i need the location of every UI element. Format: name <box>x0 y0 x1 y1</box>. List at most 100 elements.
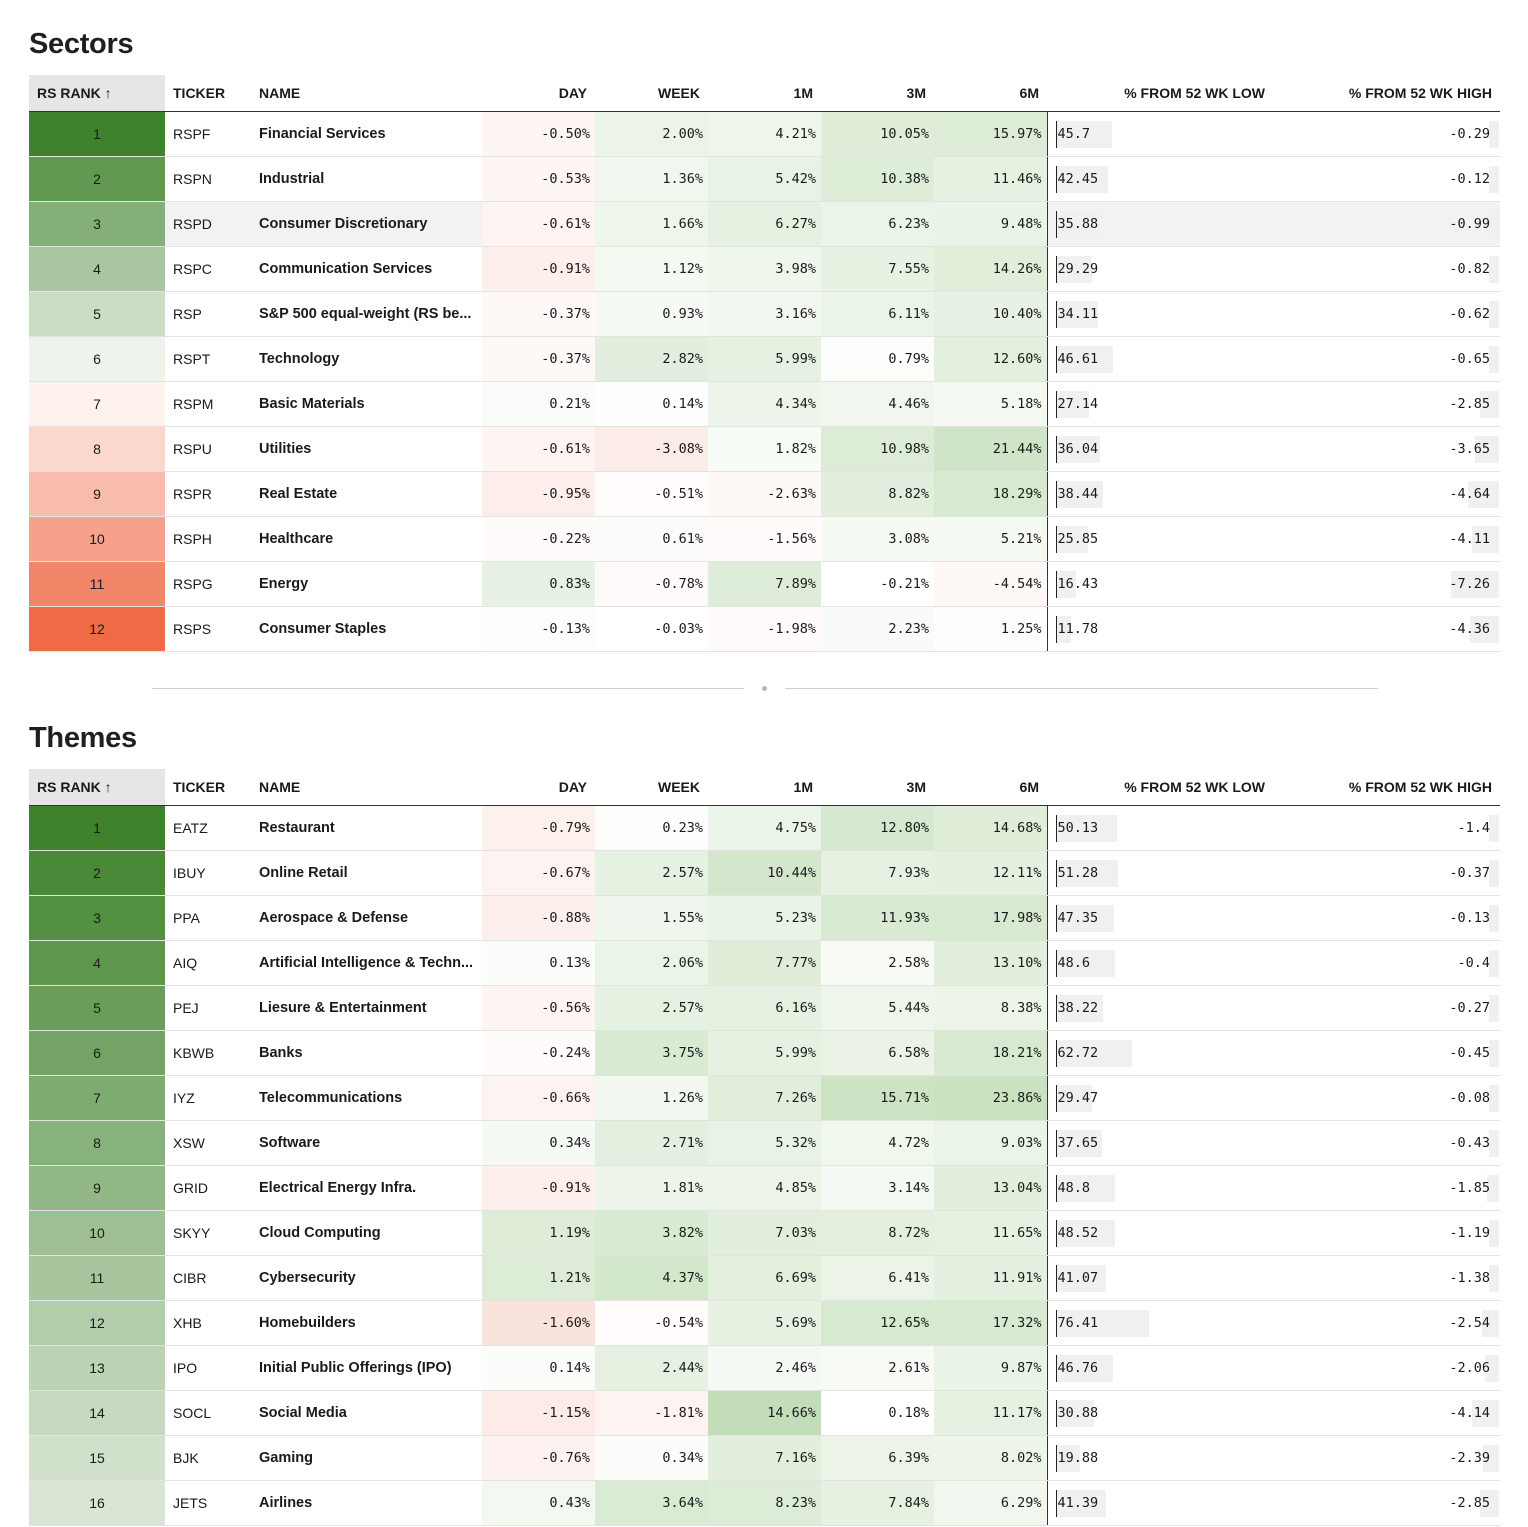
from-52wk-high-bar <box>1489 301 1499 328</box>
table-row[interactable]: 14 SOCL Social Media -1.15% -1.81% 14.66% 0.18… <box>29 1390 1500 1436</box>
six-month-change-cell: 21.44% <box>934 426 1047 472</box>
col-header-day[interactable]: DAY <box>482 75 595 112</box>
col-header-week[interactable]: WEEK <box>595 75 708 112</box>
table-row[interactable]: 5 PEJ Liesure & Entertainment -0.56% 2.57% 6.… <box>29 985 1500 1031</box>
from-52wk-low-value: 34.11 <box>1057 306 1099 322</box>
from-52wk-high-cell: -0.82 <box>1273 246 1500 292</box>
from-52wk-high-value: -4.14 <box>1449 1405 1490 1421</box>
day-change-cell: 1.21% <box>482 1255 595 1301</box>
table-row[interactable]: 9 RSPR Real Estate -0.95% -0.51% -2.63% 8.82% 1… <box>29 471 1500 517</box>
one-month-change-cell: 5.99% <box>708 1030 821 1076</box>
week-change-cell: 1.66% <box>595 201 708 247</box>
table-row[interactable]: 6 RSPT Technology -0.37% 2.82% 5.99% 0.79% 12.6… <box>29 336 1500 382</box>
from-52wk-low-cell: 38.22 <box>1046 985 1273 1031</box>
table-row[interactable]: 15 BJK Gaming -0.76% 0.34% 7.16% 6.39% 8.02% 19.… <box>29 1435 1500 1481</box>
name-cell: Gaming <box>251 1435 482 1481</box>
name-cell: Communication Services <box>251 246 482 292</box>
three-month-change-cell: 10.05% <box>821 111 934 157</box>
col-header-1m[interactable]: 1M <box>708 769 821 806</box>
from-52wk-low-bar <box>1055 211 1100 238</box>
six-month-change-cell: 17.32% <box>934 1300 1047 1346</box>
table-row[interactable]: 12 RSPS Consumer Staples -0.13% -0.03% -1.98%… <box>29 606 1500 652</box>
rank-cell: 14 <box>29 1390 165 1436</box>
from-52wk-low-value: 62.72 <box>1057 1045 1099 1061</box>
table-row[interactable]: 9 GRID Electrical Energy Infra. -0.91% 1.81%… <box>29 1165 1500 1211</box>
table-row[interactable]: 6 KBWB Banks -0.24% 3.75% 5.99% 6.58% 18.21% 62.… <box>29 1030 1500 1076</box>
col-header-from-52wk-low[interactable]: % FROM 52 WK LOW <box>1047 75 1273 112</box>
col-header-6m[interactable]: 6M <box>934 769 1047 806</box>
table-row[interactable]: 3 PPA Aerospace & Defense -0.88% 1.55% 5.23% 1… <box>29 895 1500 941</box>
table-row[interactable]: 2 RSPN Industrial -0.53% 1.36% 5.42% 10.38% 11.… <box>29 156 1500 202</box>
from-52wk-low-cell: 36.04 <box>1046 426 1273 472</box>
six-month-change-cell: 9.87% <box>934 1345 1047 1391</box>
col-header-1m[interactable]: 1M <box>708 75 821 112</box>
table-row[interactable]: 13 IPO Initial Public Offerings (IPO) 0.14%… <box>29 1345 1500 1391</box>
from-52wk-low-value: 38.44 <box>1057 486 1099 502</box>
rank-cell: 7 <box>29 381 165 427</box>
rank-cell: 8 <box>29 426 165 472</box>
three-month-change-cell: 6.41% <box>821 1255 934 1301</box>
table-row[interactable]: 4 AIQ Artificial Intelligence & Techn... 0.… <box>29 940 1500 986</box>
from-52wk-high-bar <box>1489 1265 1499 1292</box>
table-row[interactable]: 4 RSPC Communication Services -0.91% 1.12% 3.… <box>29 246 1500 292</box>
table-row[interactable]: 7 RSPM Basic Materials 0.21% 0.14% 4.34% 4.46%… <box>29 381 1500 427</box>
col-header-week[interactable]: WEEK <box>595 769 708 806</box>
one-month-change-cell: 8.23% <box>708 1480 821 1526</box>
col-header-6m[interactable]: 6M <box>934 75 1047 112</box>
col-header-from-52wk-high[interactable]: % FROM 52 WK HIGH <box>1273 75 1500 112</box>
col-header-day[interactable]: DAY <box>482 769 595 806</box>
one-month-change-cell: 6.69% <box>708 1255 821 1301</box>
col-header-3m[interactable]: 3M <box>821 75 934 112</box>
from-52wk-high-cell: -1.4 <box>1273 805 1500 851</box>
col-header-3m[interactable]: 3M <box>821 769 934 806</box>
three-month-change-cell: 8.82% <box>821 471 934 517</box>
table-row[interactable]: 8 XSW Software 0.34% 2.71% 5.32% 4.72% 9.03% 37.… <box>29 1120 1500 1166</box>
ticker-cell: RSPU <box>165 426 251 472</box>
day-change-cell: 0.34% <box>482 1120 595 1166</box>
col-header-ticker[interactable]: TICKER <box>165 75 251 112</box>
from-52wk-low-value: 48.6 <box>1057 955 1091 971</box>
ticker-cell: RSPC <box>165 246 251 292</box>
rank-cell: 12 <box>29 1300 165 1346</box>
from-52wk-high-cell: -4.14 <box>1273 1390 1500 1436</box>
table-row[interactable]: 8 RSPU Utilities -0.61% -3.08% 1.82% 10.98% 21.… <box>29 426 1500 472</box>
table-row[interactable]: 7 IYZ Telecommunications -0.66% 1.26% 7.26% 15… <box>29 1075 1500 1121</box>
themes-table-wrap: RS RANK ↑ TICKER NAME DAY WEEK 1M 3M 6M … <box>29 769 1500 1526</box>
table-row[interactable]: 10 RSPH Healthcare -0.22% 0.61% -1.56% 3.08% 5.… <box>29 516 1500 562</box>
six-month-change-cell: 5.21% <box>934 516 1047 562</box>
ticker-cell: RSPF <box>165 111 251 157</box>
ticker-cell: XSW <box>165 1120 251 1166</box>
table-row[interactable]: 10 SKYY Cloud Computing 1.19% 3.82% 7.03% 8.72… <box>29 1210 1500 1256</box>
table-row[interactable]: 11 RSPG Energy 0.83% -0.78% 7.89% -0.21% -4.54%… <box>29 561 1500 607</box>
week-change-cell: -0.51% <box>595 471 708 517</box>
week-change-cell: 1.12% <box>595 246 708 292</box>
table-row[interactable]: 2 IBUY Online Retail -0.67% 2.57% 10.44% 7.93%… <box>29 850 1500 896</box>
six-month-change-cell: 12.60% <box>934 336 1047 382</box>
col-header-name[interactable]: NAME <box>251 769 482 806</box>
table-row[interactable]: 11 CIBR Cybersecurity 1.21% 4.37% 6.69% 6.41% 1… <box>29 1255 1500 1301</box>
table-row[interactable]: 5 RSP S&P 500 equal-weight (RS be... -0.37%… <box>29 291 1500 337</box>
col-header-from-52wk-high[interactable]: % FROM 52 WK HIGH <box>1273 769 1500 806</box>
day-change-cell: 1.19% <box>482 1210 595 1256</box>
from-52wk-high-cell: -0.65 <box>1273 336 1500 382</box>
from-52wk-high-cell: -4.64 <box>1273 471 1500 517</box>
themes-table-body: 1 EATZ Restaurant -0.79% 0.23% 4.75% 12.80% 14.… <box>29 805 1500 1526</box>
one-month-change-cell: 7.26% <box>708 1075 821 1121</box>
from-52wk-high-cell: -0.4 <box>1273 940 1500 986</box>
six-month-change-cell: 11.46% <box>934 156 1047 202</box>
col-header-name[interactable]: NAME <box>251 75 482 112</box>
from-52wk-low-cell: 48.6 <box>1046 940 1273 986</box>
from-52wk-high-cell: -2.85 <box>1273 1480 1500 1526</box>
col-header-ticker[interactable]: TICKER <box>165 769 251 806</box>
ticker-cell: GRID <box>165 1165 251 1211</box>
col-header-rs-rank[interactable]: RS RANK ↑ <box>29 75 165 112</box>
col-header-from-52wk-low[interactable]: % FROM 52 WK LOW <box>1047 769 1273 806</box>
col-header-rs-rank[interactable]: RS RANK ↑ <box>29 769 165 806</box>
table-row[interactable]: 16 JETS Airlines 0.43% 3.64% 8.23% 7.84% 6.29% 4… <box>29 1480 1500 1526</box>
table-row[interactable]: 1 RSPF Financial Services -0.50% 2.00% 4.21% 1… <box>29 111 1500 157</box>
table-row[interactable]: 1 EATZ Restaurant -0.79% 0.23% 4.75% 12.80% 14.… <box>29 805 1500 851</box>
table-row[interactable]: 12 XHB Homebuilders -1.60% -0.54% 5.69% 12.65%… <box>29 1300 1500 1346</box>
three-month-change-cell: 6.58% <box>821 1030 934 1076</box>
from-52wk-high-value: -4.11 <box>1449 531 1490 547</box>
table-row[interactable]: 3 RSPD Consumer Discretionary -0.61% 1.66% 6.… <box>29 201 1500 247</box>
